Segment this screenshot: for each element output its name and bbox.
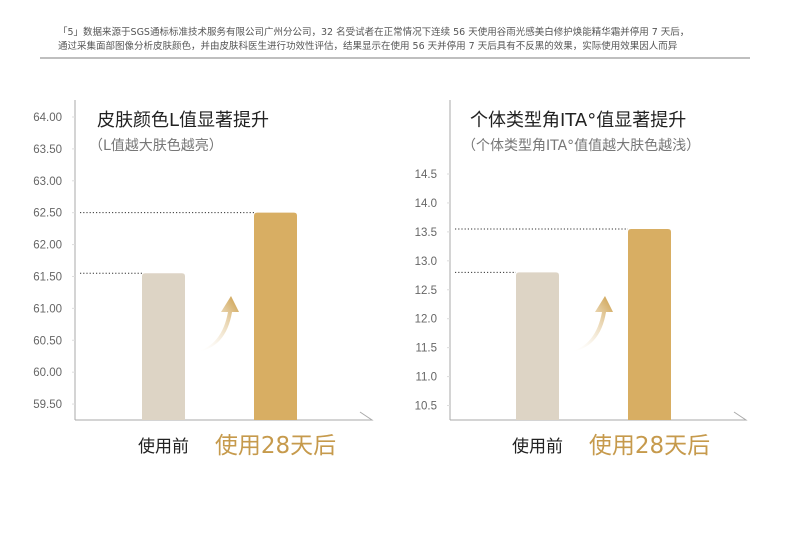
x-tick-label: 使用28天后	[589, 433, 710, 459]
y-tick-label: 63.00	[33, 176, 62, 188]
bar	[628, 228, 671, 420]
y-tick-label: 12.0	[415, 314, 437, 326]
x-tick-label: 使用28天后	[215, 433, 336, 459]
y-tick-label: 11.5	[415, 343, 437, 355]
y-tick-label: 59.50	[33, 399, 62, 411]
y-tick-label: 64.00	[33, 112, 62, 124]
x-axis	[75, 411, 374, 421]
y-tick-label: 11.0	[415, 372, 437, 384]
x-tick-label: 使用前	[512, 436, 563, 457]
y-tick-label: 60.50	[33, 335, 62, 347]
y-tick-label: 12.5	[415, 285, 437, 297]
y-tick-label: 14.5	[415, 169, 437, 181]
y-tick-label: 14.0	[415, 198, 437, 210]
note-line: 「5」数据来源于SGS通标标准技术服务有限公司广州分公司，32 名受试者在正常情…	[58, 26, 689, 38]
arrow-icon	[570, 296, 613, 352]
y-tick-label: 62.50	[33, 208, 62, 220]
chart-subtitle: （个体类型角ITA°值值越大肤色越浅）	[462, 137, 700, 154]
y-tick-label: 61.50	[33, 271, 62, 283]
bar	[142, 273, 185, 420]
arrow-icon	[196, 296, 239, 352]
y-tick-label: 60.00	[33, 367, 62, 379]
x-axis	[450, 411, 748, 421]
bar	[254, 212, 297, 420]
x-tick-label: 使用前	[138, 436, 189, 457]
y-tick-label: 62.00	[33, 240, 62, 252]
chart-title: 皮肤颜色L值显著提升	[97, 110, 269, 131]
y-tick-label: 10.5	[415, 401, 437, 413]
y-tick-label: 63.50	[33, 144, 62, 156]
chart-title: 个体类型角ITA°值显著提升	[470, 110, 686, 131]
y-tick-label: 61.00	[33, 303, 62, 315]
y-tick-label: 13.0	[415, 256, 437, 268]
chart-subtitle: （L值越大肤色越亮）	[89, 137, 223, 154]
note-line: 通过采集面部图像分析皮肤颜色，并由皮肤科医生进行功效性评估，结果显示在使用 56…	[58, 40, 678, 52]
bar	[516, 272, 559, 420]
y-tick-label: 13.5	[415, 227, 437, 239]
